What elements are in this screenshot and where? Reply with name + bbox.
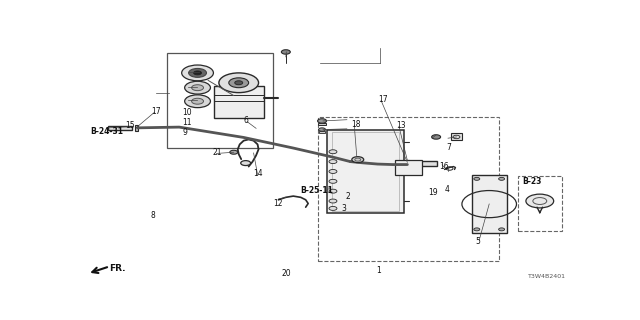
Text: 19: 19	[428, 188, 438, 197]
Circle shape	[229, 78, 248, 88]
Bar	[167, 53, 273, 148]
Text: 12: 12	[273, 199, 283, 208]
Circle shape	[185, 95, 211, 108]
Bar	[327, 130, 404, 213]
Bar	[406, 160, 409, 166]
Circle shape	[329, 206, 337, 210]
Circle shape	[282, 50, 291, 54]
Text: 9: 9	[182, 128, 187, 137]
Text: B-23: B-23	[522, 177, 542, 186]
Bar	[134, 124, 138, 131]
Bar	[408, 161, 437, 166]
Circle shape	[329, 179, 337, 183]
Text: T3W4B2401: T3W4B2401	[528, 274, 566, 279]
Text: 6: 6	[244, 116, 248, 125]
Circle shape	[329, 160, 337, 164]
Text: 7: 7	[446, 143, 451, 152]
Circle shape	[189, 68, 207, 77]
Bar	[318, 117, 499, 261]
Circle shape	[329, 170, 337, 173]
Circle shape	[329, 189, 337, 193]
Text: 13: 13	[396, 121, 406, 130]
Circle shape	[191, 98, 204, 104]
Circle shape	[474, 228, 480, 231]
Text: FR.: FR.	[109, 264, 125, 273]
Text: 17: 17	[151, 107, 161, 116]
Circle shape	[182, 65, 213, 81]
Text: 20: 20	[282, 269, 291, 278]
Circle shape	[185, 81, 211, 94]
Circle shape	[193, 71, 202, 75]
Text: 11: 11	[182, 118, 191, 127]
Circle shape	[499, 177, 504, 180]
Circle shape	[235, 81, 243, 85]
Circle shape	[474, 177, 480, 180]
Text: 21: 21	[213, 148, 223, 157]
Bar	[318, 123, 326, 125]
Text: 14: 14	[253, 169, 263, 178]
Circle shape	[319, 128, 326, 131]
Bar	[518, 176, 562, 231]
Bar	[319, 131, 325, 132]
Text: 16: 16	[439, 162, 449, 171]
Text: 1: 1	[376, 266, 381, 275]
Circle shape	[431, 135, 440, 139]
Circle shape	[526, 194, 554, 208]
Bar	[472, 175, 507, 233]
Circle shape	[329, 150, 337, 154]
Text: B-25-11: B-25-11	[300, 186, 333, 195]
Text: 8: 8	[150, 211, 155, 220]
Bar	[108, 126, 132, 130]
Circle shape	[329, 199, 337, 203]
Text: 10: 10	[182, 108, 192, 117]
Bar	[214, 86, 264, 118]
Circle shape	[191, 85, 204, 91]
Text: B-24-31: B-24-31	[90, 127, 123, 136]
Circle shape	[352, 157, 364, 163]
Text: 3: 3	[341, 204, 346, 213]
Text: 5: 5	[476, 237, 481, 246]
Circle shape	[230, 150, 237, 154]
Bar	[332, 132, 399, 211]
Bar	[451, 132, 462, 140]
Circle shape	[317, 119, 326, 123]
Text: 2: 2	[346, 192, 350, 201]
Text: 18: 18	[351, 120, 361, 129]
Circle shape	[499, 228, 504, 231]
Text: 4: 4	[445, 185, 449, 195]
Bar	[395, 160, 422, 175]
Circle shape	[241, 161, 251, 165]
Circle shape	[219, 73, 259, 92]
Text: 15: 15	[125, 121, 135, 130]
Text: 17: 17	[378, 95, 388, 104]
